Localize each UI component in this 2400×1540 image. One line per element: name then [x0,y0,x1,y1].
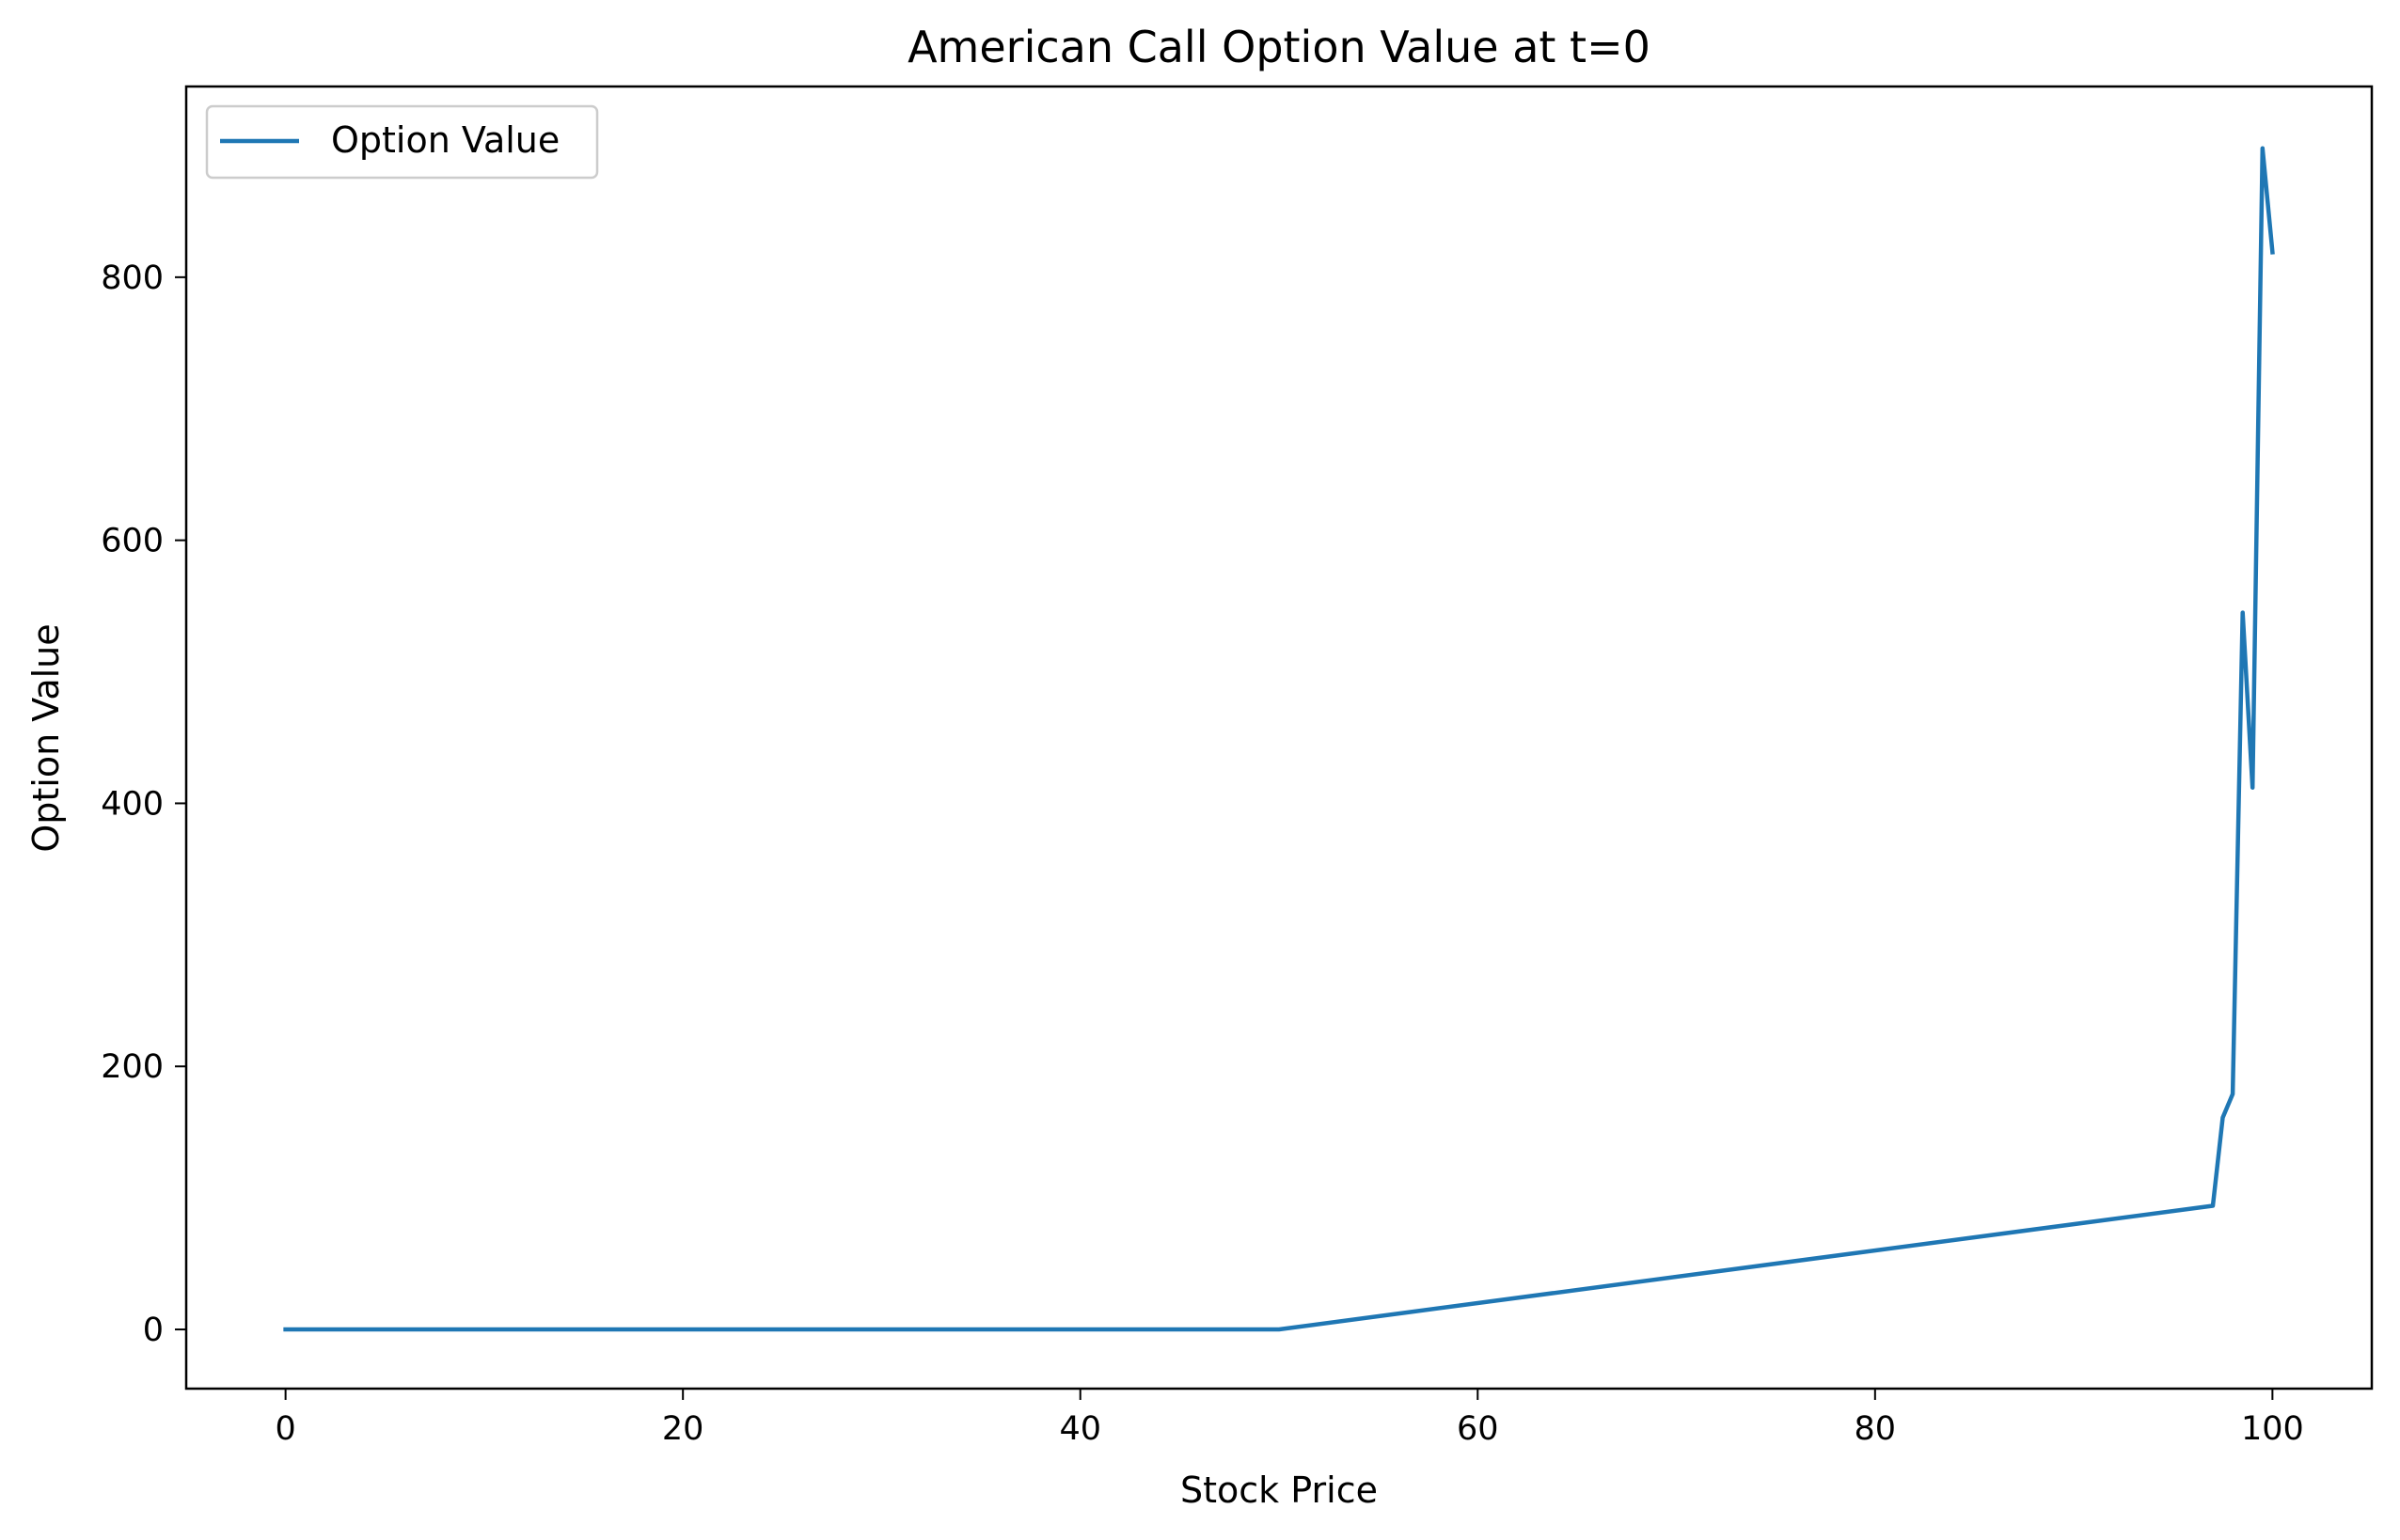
x-tick-label: 40 [1059,1410,1101,1448]
x-tick-label: 0 [275,1410,295,1448]
x-tick-label: 20 [662,1410,704,1448]
x-tick-label: 80 [1855,1410,1897,1448]
legend: Option Value [205,104,599,180]
y-tick-label: 200 [101,1048,164,1086]
y-tick-label: 400 [101,785,164,823]
series-group [283,146,2275,1332]
x-axis-label: Stock Price [1180,1469,1378,1511]
y-tick-label: 800 [101,259,164,297]
legend-label: Option Value [331,119,560,161]
tick-group: 0 20 40 60 80 100 0 200 400 600 800 [101,259,2304,1448]
chart-title: American Call Option Value at t=0 [908,22,1650,72]
y-tick-label: 0 [143,1312,164,1349]
x-tick-label: 60 [1457,1410,1499,1448]
plot-frame [184,85,2374,1391]
series-line-option-value [283,146,2275,1332]
y-tick-label: 600 [101,523,164,560]
y-axis-label: Option Value [25,623,67,852]
x-tick-label: 100 [2241,1410,2304,1448]
legend-box [205,104,599,180]
